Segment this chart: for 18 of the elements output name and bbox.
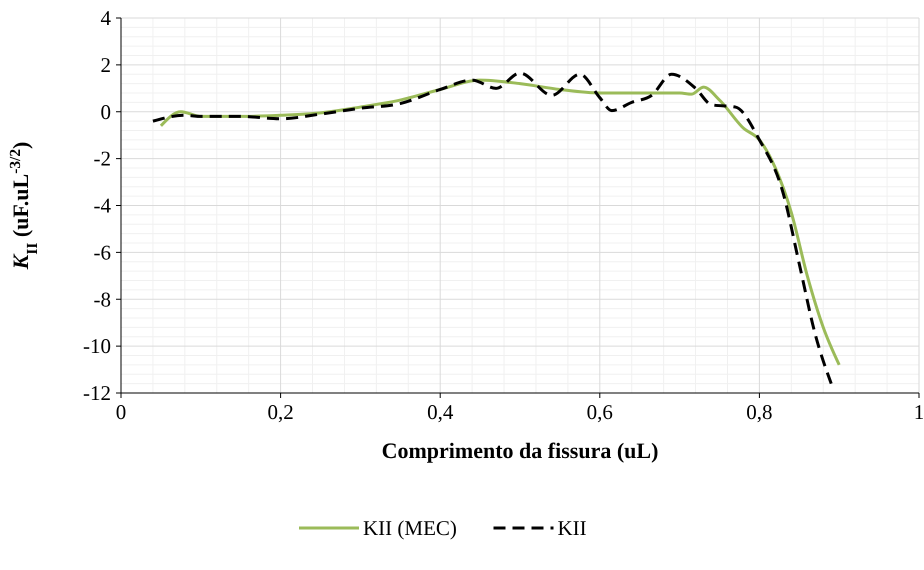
x-tick-label: 0,2 — [267, 400, 294, 424]
y-tick-label: -10 — [83, 334, 111, 358]
y-tick-label: -4 — [94, 194, 112, 218]
x-tick-label: 0,4 — [427, 400, 454, 424]
y-tick-label: 0 — [100, 100, 111, 124]
x-tick-label: 0,8 — [746, 400, 773, 424]
y-tick-label: 4 — [100, 6, 112, 30]
y-tick-label: 2 — [100, 52, 111, 77]
y-tick-label: -6 — [94, 240, 111, 264]
x-axis-title: Comprimento da fissura (uL) — [382, 438, 658, 463]
x-tick-label: 1 — [914, 400, 924, 424]
legend-label: KII — [558, 516, 587, 540]
x-tick-label: 0 — [116, 400, 126, 424]
legend-label: KII (MEC) — [363, 516, 457, 540]
y-tick-label: -2 — [94, 146, 111, 171]
y-tick-label: -12 — [83, 381, 111, 405]
x-tick-label: 0,6 — [586, 400, 613, 424]
y-tick-label: -8 — [94, 287, 111, 312]
